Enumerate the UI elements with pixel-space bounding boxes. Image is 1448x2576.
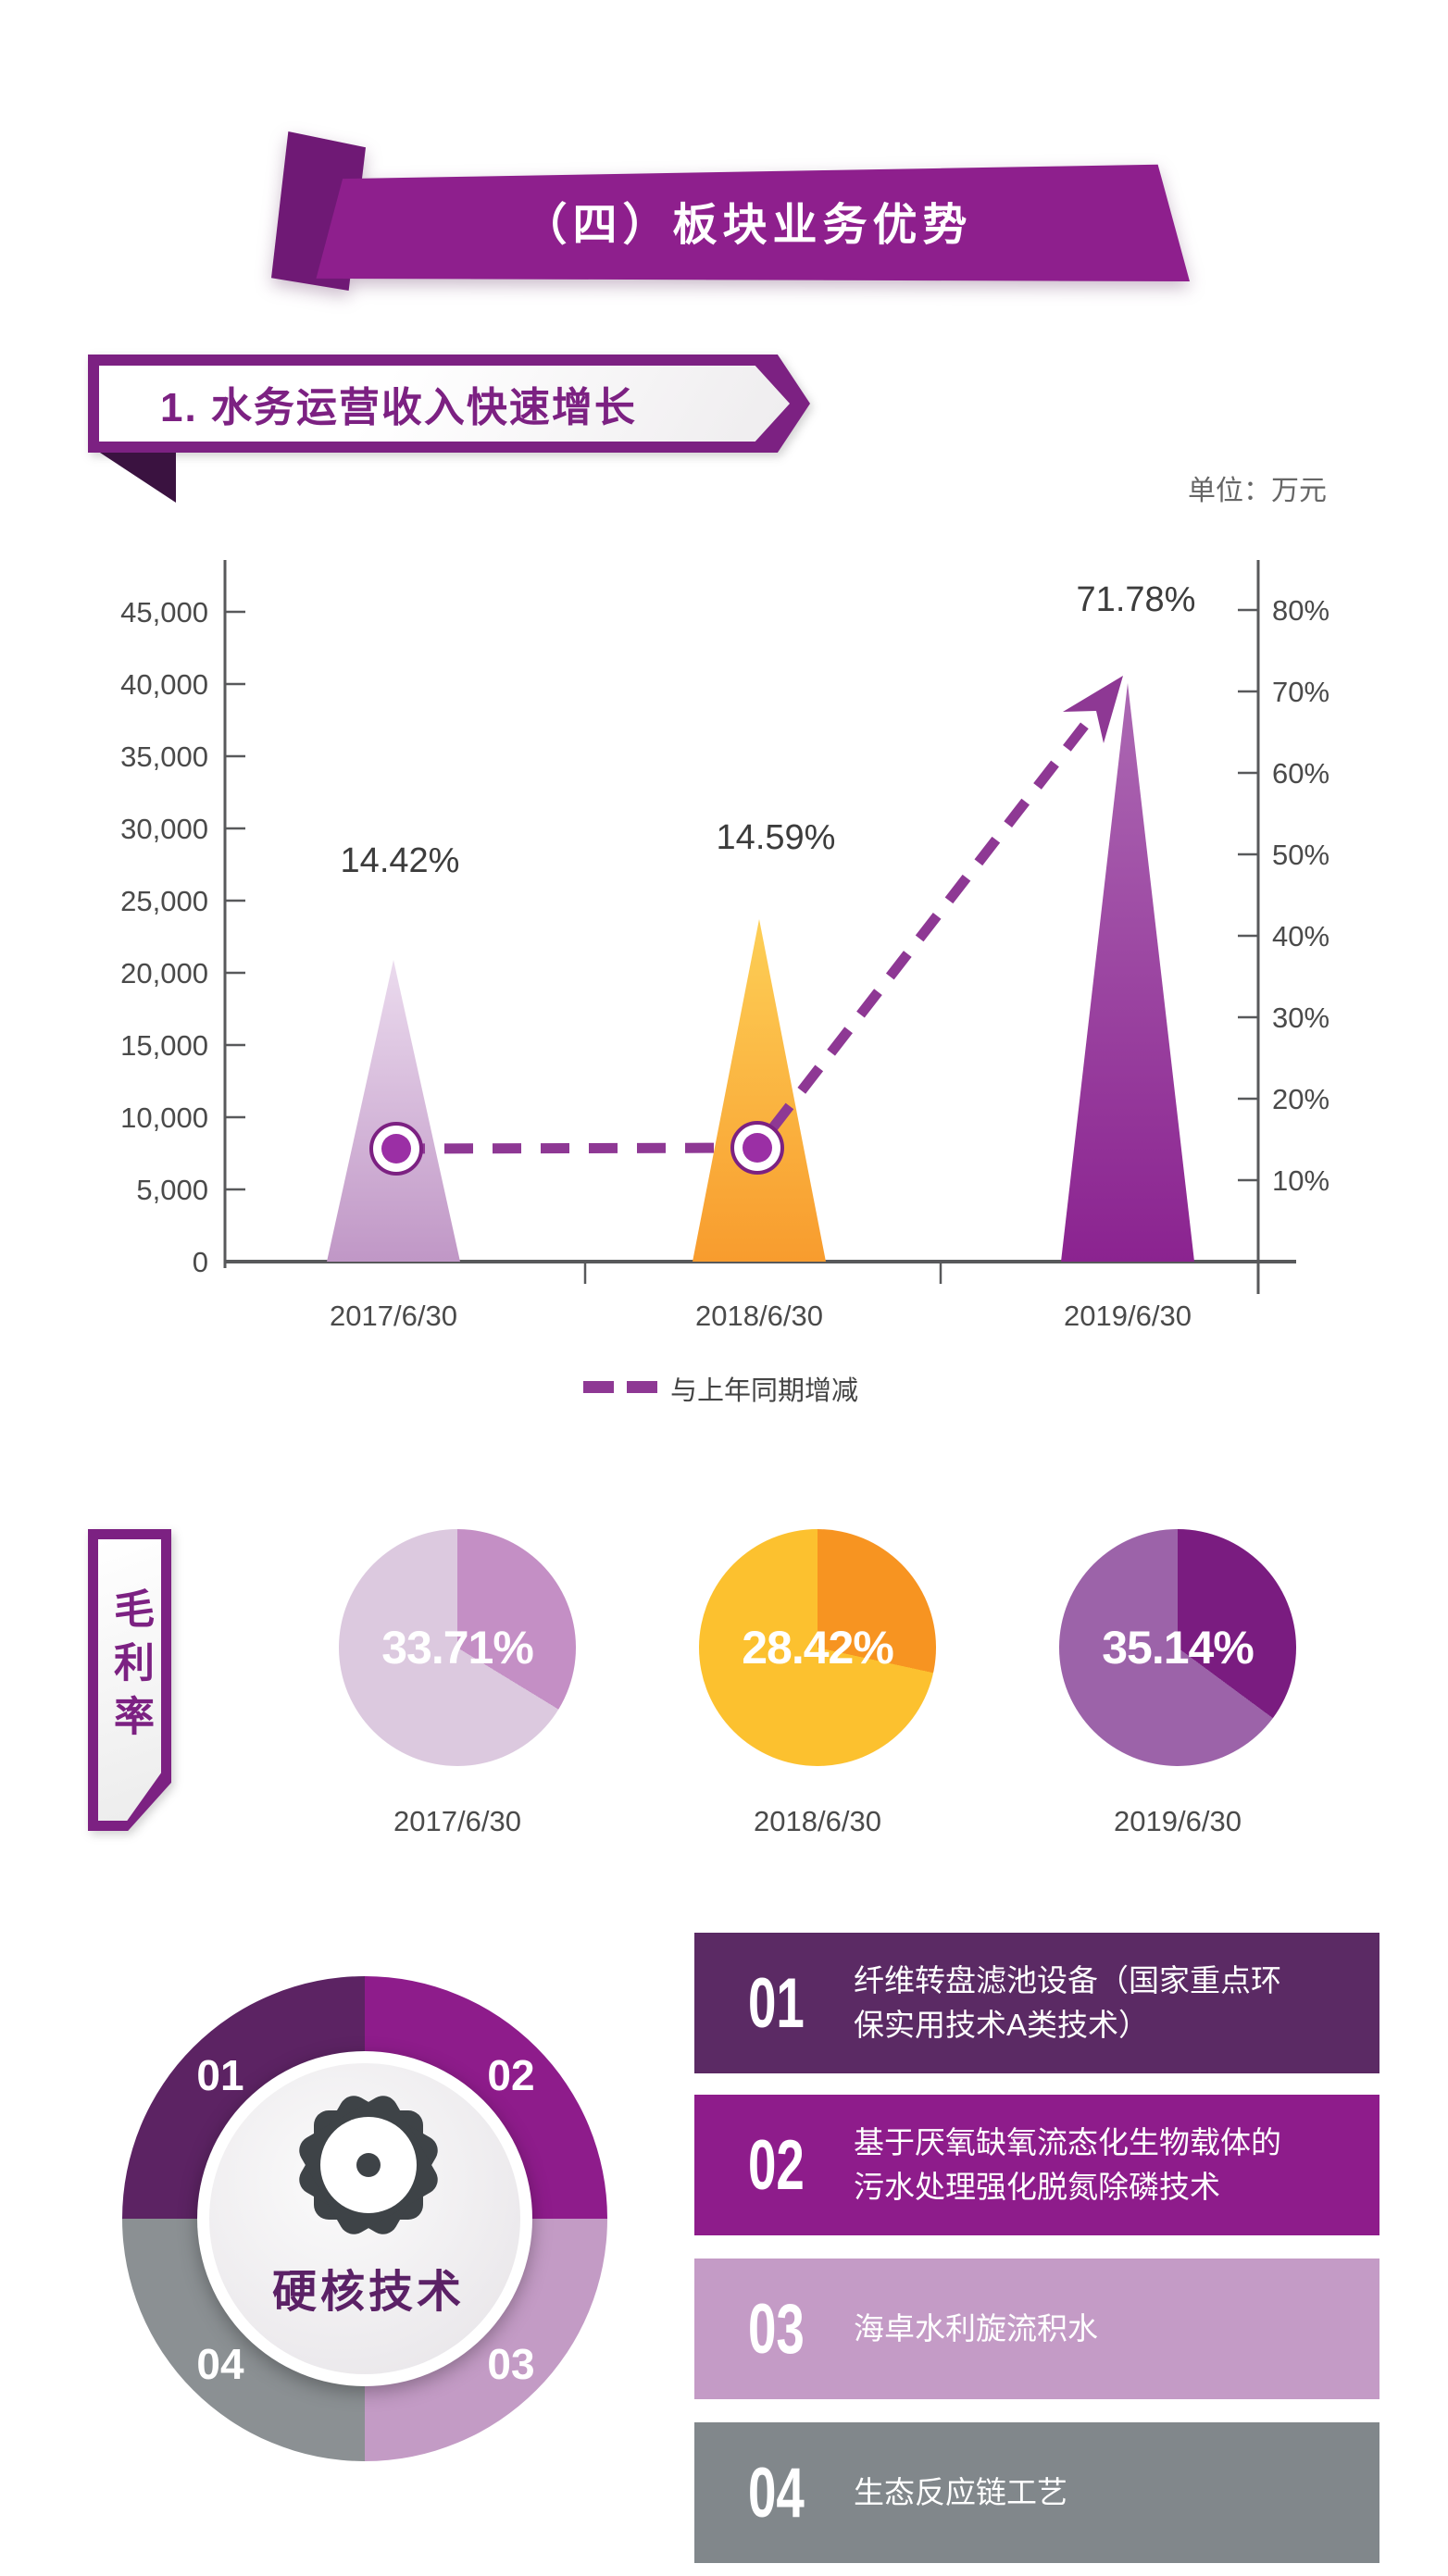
pie-2018-date: 2018/6/30 xyxy=(754,1805,881,1837)
triangle-bar-2017 xyxy=(327,960,460,1262)
donut-quadrant-03 xyxy=(365,2219,607,2461)
tech-item-01-number: 01 xyxy=(748,1963,805,2043)
donut-num-04: 04 xyxy=(196,2340,244,2388)
unit-label: 单位：万元 xyxy=(1188,476,1327,506)
donut-num-01: 01 xyxy=(196,2051,243,2099)
gear-icon xyxy=(299,2096,438,2234)
tech-item-04-text: 生态反应链工艺 xyxy=(854,2475,1067,2510)
x-axis-label-2018: 2018/6/30 xyxy=(695,1300,823,1332)
donut-quadrant-04 xyxy=(122,2219,365,2461)
y-axis-tick: 30,000 xyxy=(120,813,208,845)
growth-point-2017-core xyxy=(381,1134,411,1164)
page-title: （四）板块业务优势 xyxy=(522,201,973,250)
tech-center-title: 硬核技术 xyxy=(272,2268,465,2317)
legend-dash-icon xyxy=(627,1381,657,1393)
y2-axis-tick: 30% xyxy=(1272,1002,1329,1034)
y2-axis-tick: 10% xyxy=(1272,1164,1329,1197)
title-banner-body: （四）板块业务优势 xyxy=(316,164,1190,281)
y2-axis-tick: 60% xyxy=(1272,757,1329,790)
triangle-bar-2018 xyxy=(693,919,826,1262)
y2-axis-tick: 40% xyxy=(1272,920,1329,952)
y-axis-tick: 0 xyxy=(193,1246,208,1278)
tech-item-01: 01 纤维转盘滤池设备（国家重点环保实用技术A类技术） xyxy=(694,1933,1379,2073)
tech-item-03-number: 03 xyxy=(748,2289,805,2369)
y-axis-tick: 45,000 xyxy=(120,596,208,628)
pie-2018-value: 28.42% xyxy=(742,1622,894,1674)
y-axis-tick: 15,000 xyxy=(120,1029,208,1062)
title-banner: （四）板块业务优势 xyxy=(0,0,1448,305)
tech-donut: 01 02 03 04 硬核技术 xyxy=(122,1976,607,2461)
growth-point-2018-core xyxy=(743,1133,772,1163)
tech-item-03: 03 海卓水利旋流积水 xyxy=(694,2259,1379,2399)
y2-axis-tick: 80% xyxy=(1272,594,1329,627)
tech-item-02-number: 02 xyxy=(748,2125,805,2205)
y-axis-tick: 35,000 xyxy=(120,740,208,773)
gross-margin-banner: 毛利率 xyxy=(88,1529,171,1831)
section-header-fold xyxy=(100,453,176,503)
growth-label-2017: 14.42% xyxy=(341,841,460,880)
donut-quadrant-01 xyxy=(122,1976,365,2219)
tech-item-04: 04 生态反应链工艺 xyxy=(694,2422,1379,2563)
pie-2017: 33.71% xyxy=(339,1529,576,1766)
donut-num-03: 03 xyxy=(487,2340,534,2388)
y-axis-tick: 20,000 xyxy=(120,957,208,989)
tech-item-03-text: 海卓水利旋流积水 xyxy=(854,2311,1098,2346)
triangle-bar-2019 xyxy=(1061,683,1194,1262)
y2-axis-tick: 50% xyxy=(1272,839,1329,871)
pie-2018: 28.42% xyxy=(699,1529,936,1766)
pie-2019-date: 2019/6/30 xyxy=(1114,1805,1242,1837)
legend-label: 与上年同期增减 xyxy=(670,1375,858,1406)
gross-margin-banner-box: 毛利率 xyxy=(98,1539,161,1821)
x-axis-label-2017: 2017/6/30 xyxy=(330,1300,457,1332)
growth-label-2018: 14.59% xyxy=(717,818,836,857)
y-axis-tick: 10,000 xyxy=(120,1101,208,1134)
legend-dash-icon xyxy=(583,1381,614,1393)
pie-2017-date: 2017/6/30 xyxy=(393,1805,521,1837)
tech-item-02-text: 基于厌氧缺氧流态化生物载体的污水处理强化脱氮除磷技术 xyxy=(854,2125,1281,2204)
pie-2019: 35.14% xyxy=(1059,1529,1296,1766)
donut-quadrant-02 xyxy=(365,1976,607,2219)
section-header: 1. 水务运营收入快速增长 xyxy=(88,355,810,453)
section-header-box: 1. 水务运营收入快速增长 xyxy=(99,366,790,442)
donut-num-02: 02 xyxy=(487,2051,534,2099)
x-axis-label-2019: 2019/6/30 xyxy=(1064,1300,1192,1332)
pie-2019-value: 35.14% xyxy=(1102,1622,1255,1674)
gross-margin-label: 毛利率 xyxy=(107,1587,153,1748)
pie-2017-value: 33.71% xyxy=(381,1622,534,1674)
growth-label-2019: 71.78% xyxy=(1077,580,1196,619)
tech-item-02: 02 基于厌氧缺氧流态化生物载体的污水处理强化脱氮除磷技术 xyxy=(694,2095,1379,2235)
tech-item-01-text: 纤维转盘滤池设备（国家重点环保实用技术A类技术） xyxy=(854,1963,1281,2042)
section-title: 1. 水务运营收入快速增长 xyxy=(160,385,637,430)
y-axis-tick: 5,000 xyxy=(136,1174,208,1206)
tech-item-04-number: 04 xyxy=(748,2453,805,2532)
revenue-chart: 45,000 40,000 35,000 30,000 25,000 20,00… xyxy=(120,560,1329,1406)
growth-arrowhead-icon xyxy=(1063,676,1123,743)
y2-axis-tick: 70% xyxy=(1272,676,1329,708)
y-axis-tick: 40,000 xyxy=(120,668,208,701)
y-axis-tick: 25,000 xyxy=(120,885,208,917)
y2-axis-tick: 20% xyxy=(1272,1083,1329,1115)
